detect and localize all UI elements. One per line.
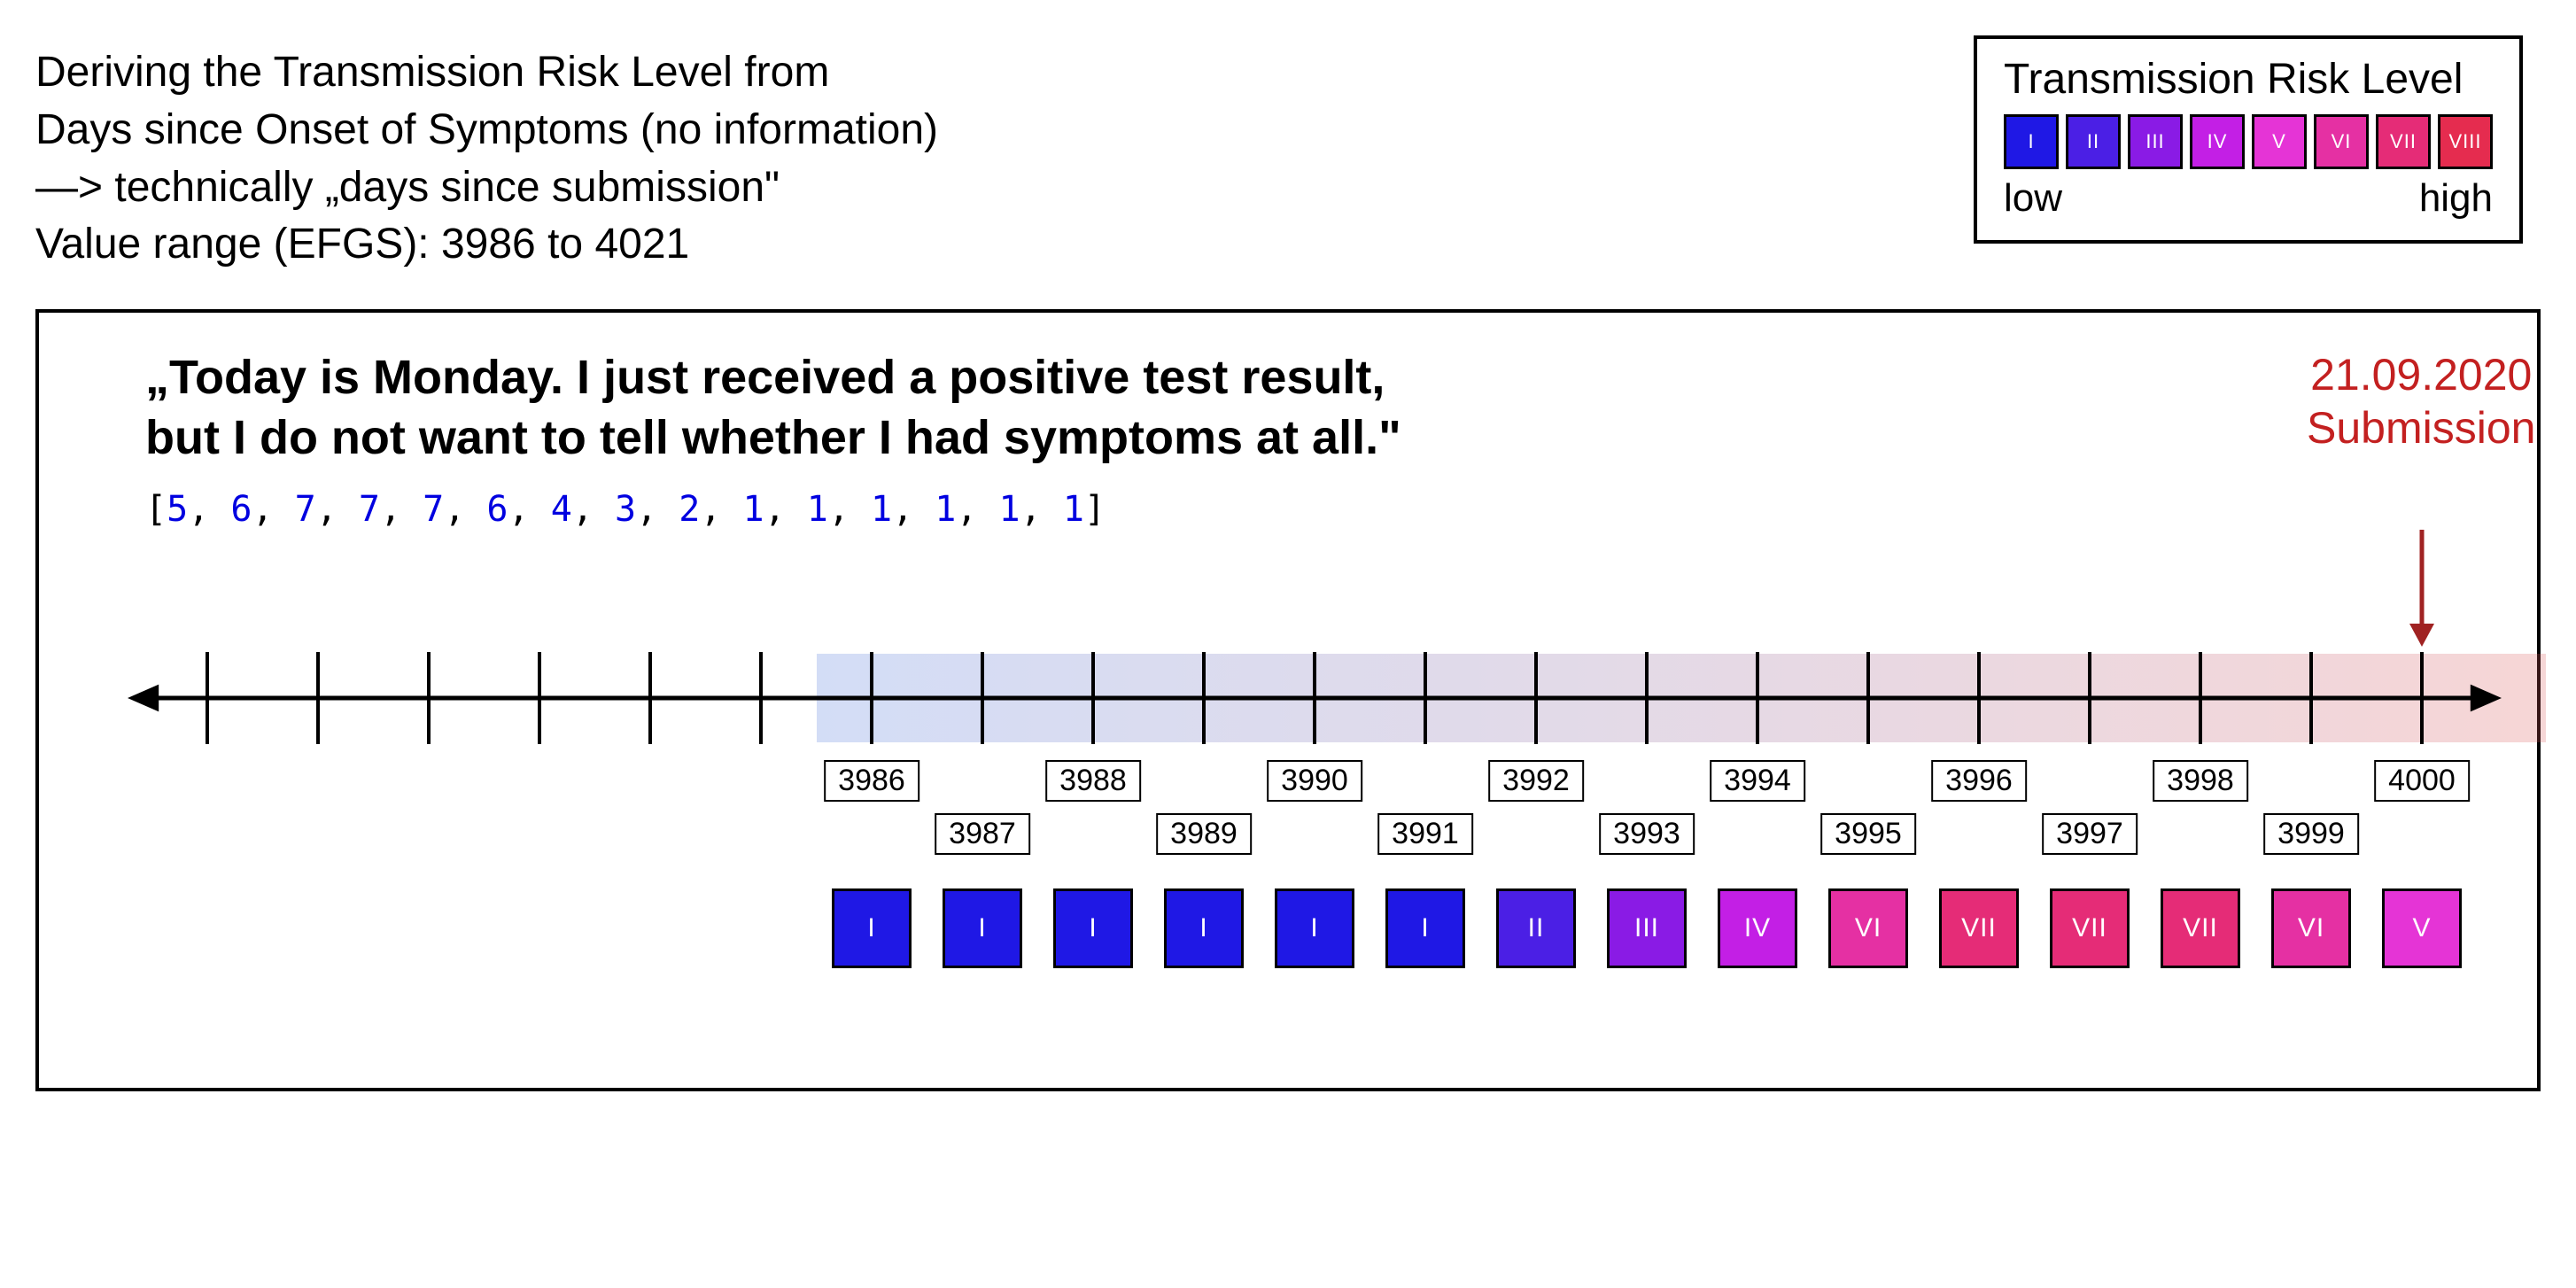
tick-label: 3990	[1267, 760, 1362, 802]
legend-range-labels: low high	[2004, 176, 2493, 221]
scenario-quote: „Today is Monday. I just received a posi…	[145, 348, 2484, 468]
tick-label: 3993	[1599, 813, 1695, 855]
header-row: Deriving the Transmission Risk Level fro…	[35, 35, 2541, 274]
tick-label: 4000	[2374, 760, 2470, 802]
tick-label: 3988	[1045, 760, 1141, 802]
risk-level-box: II	[1496, 888, 1576, 968]
legend-swatch: VIII	[2438, 114, 2493, 169]
risk-level-box: VII	[2050, 888, 2130, 968]
tick-label: 3992	[1488, 760, 1584, 802]
main-diagram-box: „Today is Monday. I just received a posi…	[35, 309, 2541, 1091]
risk-level-box: VII	[2161, 888, 2240, 968]
legend-swatch: VII	[2376, 114, 2431, 169]
tick-label: 3996	[1931, 760, 2027, 802]
submission-arrow-icon	[2404, 530, 2440, 647]
legend-high-label: high	[2419, 176, 2493, 221]
timeline-axis	[92, 636, 2537, 753]
risk-array: [5, 6, 7, 7, 7, 6, 4, 3, 2, 1, 1, 1, 1, …	[145, 489, 2484, 530]
risk-level-box: VII	[1939, 888, 2019, 968]
tick-label: 3987	[935, 813, 1030, 855]
risk-level-box: I	[943, 888, 1022, 968]
tick-label: 3999	[2263, 813, 2359, 855]
legend-swatch: VI	[2314, 114, 2369, 169]
tick-label: 3998	[2153, 760, 2248, 802]
legend-swatch: I	[2004, 114, 2059, 169]
tick-label: 3995	[1820, 813, 1916, 855]
tick-label: 3991	[1377, 813, 1473, 855]
tick-label: 3986	[824, 760, 919, 802]
risk-level-box: I	[1275, 888, 1354, 968]
tick-label: 3997	[2042, 813, 2138, 855]
risk-level-box: VI	[2271, 888, 2351, 968]
risk-level-box: V	[2382, 888, 2462, 968]
risk-level-box: IV	[1718, 888, 1797, 968]
timeline: 3986 3987 3988 3989 3990 3991 3992 3993 3994 3995…	[92, 636, 2484, 1044]
risk-level-box: I	[1053, 888, 1133, 968]
legend-swatch: V	[2252, 114, 2307, 169]
risk-level-box: I	[832, 888, 912, 968]
risk-level-box: I	[1164, 888, 1244, 968]
risk-level-box: VI	[1828, 888, 1908, 968]
tick-label: 3994	[1710, 760, 1805, 802]
legend-swatch: II	[2066, 114, 2121, 169]
legend-swatches: IIIIIIIVVVIVIIVIII	[2004, 114, 2493, 169]
risk-level-box: III	[1607, 888, 1687, 968]
legend-title: Transmission Risk Level	[2004, 55, 2493, 104]
legend-swatch: IV	[2190, 114, 2245, 169]
legend-box: Transmission Risk Level IIIIIIIVVVIVIIVI…	[1974, 35, 2523, 244]
tick-label: 3989	[1156, 813, 1252, 855]
legend-swatch: III	[2128, 114, 2183, 169]
description-text: Deriving the Transmission Risk Level fro…	[35, 44, 938, 274]
risk-level-box: I	[1385, 888, 1465, 968]
submission-label: 21.09.2020 Submission	[2307, 348, 2535, 454]
legend-low-label: low	[2004, 176, 2062, 221]
